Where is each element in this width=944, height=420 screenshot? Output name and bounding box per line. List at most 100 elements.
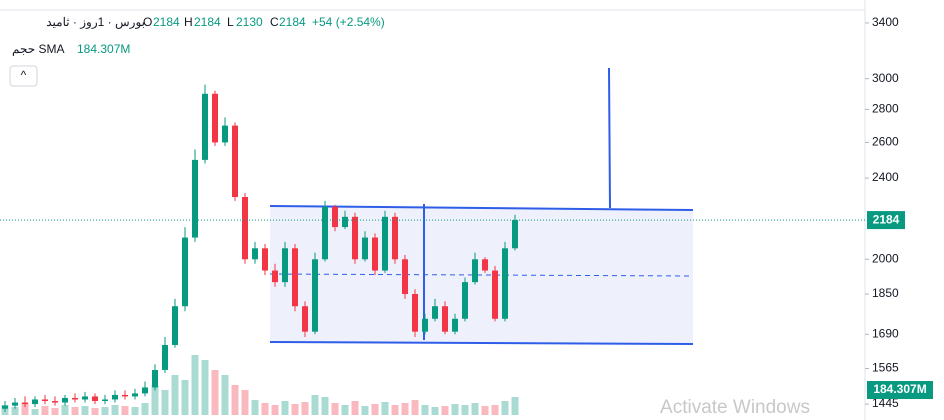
volume-label: حجم SMA bbox=[12, 42, 65, 56]
volume-bar bbox=[201, 360, 209, 415]
y-tick-label: 1850 bbox=[872, 286, 899, 300]
volume-bar bbox=[471, 403, 479, 415]
candle-body bbox=[392, 216, 398, 260]
volume-bar bbox=[381, 402, 389, 415]
y-tick-label: 1690 bbox=[872, 326, 899, 340]
candle-body bbox=[432, 306, 438, 319]
candle-body bbox=[92, 396, 98, 402]
change: +54 (+2.54%) bbox=[312, 15, 385, 29]
volume-sma-box bbox=[867, 381, 933, 399]
volume-bar bbox=[511, 397, 519, 415]
volume-sma-label: 184.307M bbox=[873, 382, 926, 396]
volume-bar bbox=[111, 405, 119, 415]
candle-body bbox=[32, 399, 38, 405]
candle-body bbox=[2, 405, 8, 409]
volume-bar bbox=[31, 409, 39, 415]
candle-body bbox=[202, 93, 208, 160]
candle-body bbox=[252, 248, 258, 260]
volume-bar bbox=[191, 355, 199, 415]
volume-bar bbox=[431, 407, 439, 415]
volume-bar bbox=[461, 405, 469, 415]
candle-body bbox=[502, 248, 508, 319]
volume-bar bbox=[481, 406, 489, 415]
candle-body bbox=[292, 248, 298, 307]
candle-body bbox=[62, 397, 68, 403]
y-tick-label: 1445 bbox=[872, 396, 899, 410]
candle-body bbox=[162, 344, 168, 370]
candle-body bbox=[42, 399, 48, 402]
volume-bar bbox=[261, 403, 269, 415]
o-label: O bbox=[143, 15, 152, 29]
volume-bar bbox=[321, 397, 329, 415]
target-line bbox=[608, 67, 611, 209]
h-value: 2184 bbox=[194, 15, 221, 29]
candle-body bbox=[482, 259, 488, 271]
c-value: 2184 bbox=[279, 15, 306, 29]
candle-body bbox=[362, 237, 368, 260]
channel-drawing bbox=[269, 67, 694, 345]
candle-body bbox=[312, 259, 318, 332]
volume-bar bbox=[421, 405, 429, 415]
y-tick-label: 1565 bbox=[872, 361, 899, 375]
marks-layer bbox=[0, 84, 865, 415]
volume-bar bbox=[181, 380, 189, 415]
volume-bar bbox=[391, 405, 399, 415]
candle-body bbox=[282, 248, 288, 283]
candle-body bbox=[192, 159, 198, 238]
candle-body bbox=[102, 399, 108, 402]
channel-bottom bbox=[269, 341, 694, 345]
l-value: 2130 bbox=[236, 15, 263, 29]
candle-body bbox=[512, 220, 518, 249]
volume-bar bbox=[241, 390, 249, 415]
candle-body bbox=[322, 206, 328, 260]
candle-body bbox=[132, 393, 138, 397]
volume-bar bbox=[271, 405, 279, 415]
candle-body bbox=[472, 259, 478, 283]
header-symbol: بورس · 1روز · ثامید bbox=[46, 15, 145, 29]
volume-bar bbox=[41, 406, 49, 415]
y-tick-label: 2800 bbox=[872, 102, 899, 116]
volume-bar bbox=[411, 400, 419, 415]
volume-bar bbox=[121, 406, 129, 415]
candle-body bbox=[12, 402, 18, 406]
volume-bar bbox=[251, 400, 259, 415]
o-value: 2184 bbox=[153, 15, 180, 29]
candle-body bbox=[492, 270, 498, 319]
candle-body bbox=[152, 369, 158, 388]
candle-body bbox=[302, 306, 308, 332]
candle-body bbox=[242, 197, 248, 260]
volume-bar bbox=[281, 401, 289, 415]
collapse-button[interactable] bbox=[9, 65, 38, 87]
volume-bar bbox=[501, 401, 509, 415]
l-label: L bbox=[227, 15, 234, 29]
volume-bar bbox=[371, 404, 379, 415]
candle-body bbox=[212, 93, 218, 143]
y-tick-label: 3400 bbox=[872, 15, 899, 29]
volume-bar bbox=[131, 407, 139, 415]
volume-bar bbox=[171, 375, 179, 415]
watermark: Activate Windows bbox=[660, 397, 810, 418]
candle-body bbox=[122, 394, 128, 397]
candle-body bbox=[402, 259, 408, 295]
volume-value: 184.307M bbox=[77, 42, 130, 56]
volume-bar bbox=[151, 385, 159, 415]
candle-body bbox=[422, 318, 428, 332]
y-tick-label: 2600 bbox=[872, 135, 899, 149]
candle-body bbox=[172, 306, 178, 345]
volume-bar bbox=[351, 401, 359, 415]
c-label: C bbox=[270, 15, 279, 29]
last-price-label: 2184 bbox=[873, 212, 900, 226]
candle-body bbox=[332, 206, 338, 228]
candle-body bbox=[342, 216, 348, 228]
candle-body bbox=[462, 282, 468, 319]
volume-bar bbox=[491, 405, 499, 415]
y-tick-label: 3000 bbox=[872, 71, 899, 85]
candle-body bbox=[382, 216, 388, 271]
candle-body bbox=[262, 248, 268, 271]
collapse-icon[interactable]: ^ bbox=[21, 68, 27, 82]
volume-bar bbox=[311, 395, 319, 415]
h-label: H bbox=[184, 15, 193, 29]
volume-bar bbox=[231, 385, 239, 415]
candle-body bbox=[142, 387, 148, 394]
volume-bar bbox=[341, 405, 349, 415]
